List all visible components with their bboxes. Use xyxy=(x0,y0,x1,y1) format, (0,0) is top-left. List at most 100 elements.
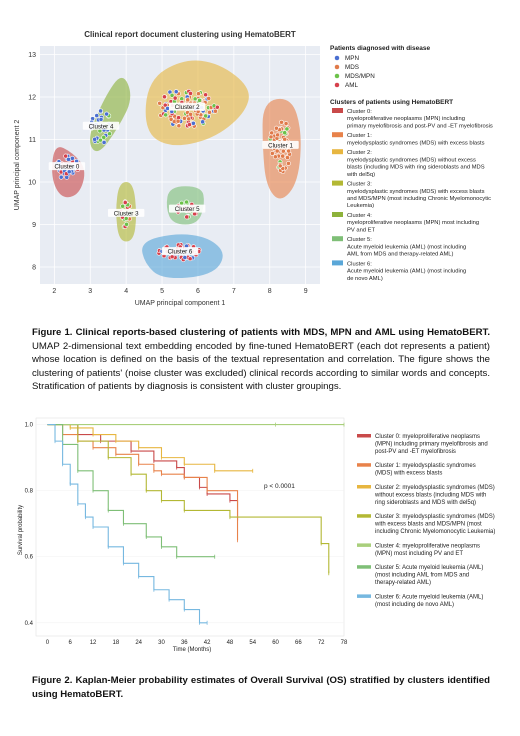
km-legend-text: Cluster 4: myeloproliferative neoplasms xyxy=(375,543,480,549)
patient-dot xyxy=(101,140,107,145)
y-tick-label: 11 xyxy=(29,137,36,144)
patient-dot xyxy=(173,89,179,95)
cluster-label-box xyxy=(107,208,145,217)
patient-dot xyxy=(203,92,208,98)
patient-dot xyxy=(269,130,275,136)
cluster-label-box xyxy=(168,102,206,111)
patient-dot xyxy=(58,174,64,180)
km-legend-text: (MPN) including primary myelofibrosis an… xyxy=(375,441,488,447)
cluster-legend-text: myeloproliferative neoplasms (MPN) inclu… xyxy=(347,116,465,122)
patient-dot xyxy=(98,137,103,143)
km-legend-swatch xyxy=(357,543,371,547)
cluster-legend-swatch xyxy=(332,108,343,113)
cluster-legend-swatch xyxy=(332,212,343,217)
x-tick-label: 54 xyxy=(249,640,256,646)
patient-dot xyxy=(200,119,206,125)
km-legend-swatch xyxy=(357,463,371,467)
figure2-y-axis-label: Survival probability xyxy=(18,505,24,555)
diagnosis-legend-marker xyxy=(334,82,340,88)
km-legend-text: including Chronic Myelomonocytic Leukemi… xyxy=(375,529,495,535)
figure1-legend: Patients diagnosed with disease Clusters… xyxy=(330,45,493,282)
patient-dot xyxy=(94,113,100,118)
cluster-label: Cluster 5 xyxy=(175,206,200,213)
patient-dot xyxy=(277,163,283,169)
x-tick-label: 3 xyxy=(88,288,92,295)
km-legend-text: (most including de novo AML) xyxy=(375,602,454,608)
figure1-caption: Figure 1. Clinical reports-based cluster… xyxy=(32,326,490,394)
patient-dot xyxy=(124,221,129,227)
cluster-legend-text: Acute myeloid leukemia (AML) (most inclu… xyxy=(347,269,466,275)
km-legend-text: (MPN) most including PV and ET xyxy=(375,551,463,557)
cluster-label: Cluster 0 xyxy=(55,164,80,171)
figure2-km-chart: 0 6 12 18 24 30 36 42 48 54 60 66 72 78 0.4 0.6 0.8 1.0 p… xyxy=(18,417,495,653)
patient-dot xyxy=(275,132,280,138)
x-tick-label: 6 xyxy=(196,288,200,295)
patient-dot xyxy=(182,255,188,260)
patient-dot xyxy=(122,200,128,205)
cluster-legend-text: myelodysplastic syndromes (MDS) with exc… xyxy=(347,140,485,146)
km-legend-text: with excess blasts and MDS/MPN (most xyxy=(374,522,482,528)
patient-dot xyxy=(203,113,209,119)
km-legend-text: (most including AML from MDS and xyxy=(375,573,469,579)
patient-dot xyxy=(188,90,193,96)
diagnosis-legend-label: AML xyxy=(345,82,358,89)
x-tick-label: 18 xyxy=(113,640,120,646)
cluster-label-box xyxy=(82,121,120,130)
x-tick-label: 78 xyxy=(341,640,348,646)
patient-dot xyxy=(196,91,201,97)
x-tick-label: 9 xyxy=(304,288,308,295)
diagnosis-legend-label: MDS/MPN xyxy=(345,73,375,80)
patient-dot xyxy=(163,112,169,118)
patient-dot xyxy=(66,156,71,162)
cluster-legend-swatch xyxy=(332,260,343,266)
patient-dot xyxy=(286,148,292,154)
patient-dot xyxy=(172,95,178,101)
figure2-survival-curves xyxy=(47,422,345,625)
cluster-legend-swatch xyxy=(332,149,343,155)
x-tick-label: 30 xyxy=(158,640,165,646)
cluster-legend-swatch xyxy=(332,236,343,242)
patient-dot xyxy=(214,104,220,110)
survival-curve xyxy=(47,424,208,624)
figure2-plot-background xyxy=(35,417,345,637)
y-tick-label: 9 xyxy=(32,222,36,229)
km-legend-text: Cluster 6: Acute myeloid leukemia (AML) xyxy=(375,594,483,600)
cluster-legend-text: myelodysplastic syndromes (MDS) with exc… xyxy=(347,189,485,195)
x-tick-label: 2 xyxy=(52,288,56,295)
km-legend-text: Cluster 3: myelodysplastic syndromes (MD… xyxy=(375,514,495,520)
cluster-legend-text: myeloproliferative neoplasms (MPN) most … xyxy=(347,220,479,226)
patient-dot xyxy=(268,134,274,140)
x-tick-label: 72 xyxy=(318,640,325,646)
figure1-x-axis-label: UMAP principal component 1 xyxy=(135,300,226,307)
x-tick-label: 24 xyxy=(135,640,142,646)
km-legend-text: Cluster 1: myelodysplastic syndromes xyxy=(375,463,476,469)
figure1-cluster-labels: Cluster 0 Cluster 1 Cluster 2 Cluster 3 Clus… xyxy=(48,102,299,256)
patient-dot xyxy=(279,119,284,125)
km-legend-text: therapy-related AML) xyxy=(375,580,431,586)
km-legend-swatch xyxy=(357,485,371,489)
km-legend-swatch xyxy=(357,434,371,438)
km-legend-text: Cluster 5: Acute myeloid leukemia (AML) xyxy=(375,565,483,571)
survival-curve xyxy=(47,424,215,558)
patient-dot xyxy=(285,155,290,160)
cluster-legend-text: Leukemia) xyxy=(347,203,374,209)
patient-dot xyxy=(92,136,98,142)
cluster-legend-text: and MDS/MPN (most including Chronic Myel… xyxy=(347,196,491,202)
y-tick-label: 0.4 xyxy=(25,621,34,627)
x-tick-label: 42 xyxy=(204,640,211,646)
cluster-legend-text: PV and ET xyxy=(347,227,375,233)
km-legend-swatch xyxy=(357,594,371,598)
km-legend-text: post-PV and -ET myelofibrosis xyxy=(375,449,456,455)
cluster-legend-text: Cluster 5: xyxy=(347,237,372,243)
patient-dot xyxy=(98,108,103,114)
cluster-legend-text: primary myelofibrosis and post-PV and -E… xyxy=(347,123,493,129)
figure2-pvalue: p < 0.0001 xyxy=(264,483,295,490)
cluster-legend-text: Cluster 2: xyxy=(347,150,372,156)
y-tick-label: 13 xyxy=(28,52,36,59)
cluster-legend-swatch xyxy=(332,180,343,186)
y-tick-label: 10 xyxy=(28,180,36,187)
cluster-legend-text: Cluster 0: xyxy=(347,109,372,115)
patient-dot xyxy=(187,256,193,262)
x-tick-label: 36 xyxy=(181,640,188,646)
diagnosis-legend-marker xyxy=(334,73,340,79)
